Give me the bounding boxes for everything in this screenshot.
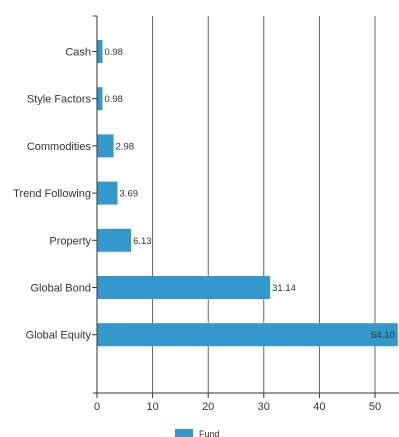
category-label-commodities: Commodities [27,141,92,153]
x-tick-label-50: 50 [369,401,381,413]
x-tick-labels: 0 10 20 30 40 50 [94,401,381,413]
category-labels: Cash Style Factors Commodities Trend Follow… [13,47,91,342]
bar-trend-following [97,181,118,205]
axes [92,15,399,398]
data-labels: 0.98 0.98 2.98 3.69 6.13 31.14 54.10 [104,47,394,341]
legend-swatch-fund [175,429,193,437]
data-label-cash: 0.98 [104,47,123,58]
bar-global-equity [97,323,398,347]
category-label-global-bond: Global Bond [30,283,91,295]
category-label-style-factors: Style Factors [27,94,92,106]
x-tick-label-10: 10 [146,401,158,413]
x-tick-label-40: 40 [313,401,325,413]
x-tick-label-0: 0 [94,401,100,413]
legend: Fund [175,429,220,437]
bar-cash [97,40,103,63]
data-label-style-factors: 0.98 [104,94,123,105]
x-tick-label-30: 30 [258,401,270,413]
data-label-commodities: 2.98 [116,141,135,152]
bar-style-factors [97,87,103,111]
category-label-trend-following: Trend Following [13,188,91,200]
legend-label-fund: Fund [199,429,220,437]
bars [97,40,398,347]
bar-global-bond [97,276,271,299]
category-label-property: Property [49,235,91,247]
x-tick-label-20: 20 [202,401,214,413]
category-label-cash: Cash [65,47,91,59]
bar-property [97,228,132,252]
data-label-property: 6.13 [133,236,152,247]
bar-commodities [97,134,114,158]
data-label-trend-following: 3.69 [120,189,139,200]
data-label-global-equity: 54.10 [371,330,395,341]
category-label-global-equity: Global Equity [26,330,92,342]
data-label-global-bond: 31.14 [272,283,296,294]
